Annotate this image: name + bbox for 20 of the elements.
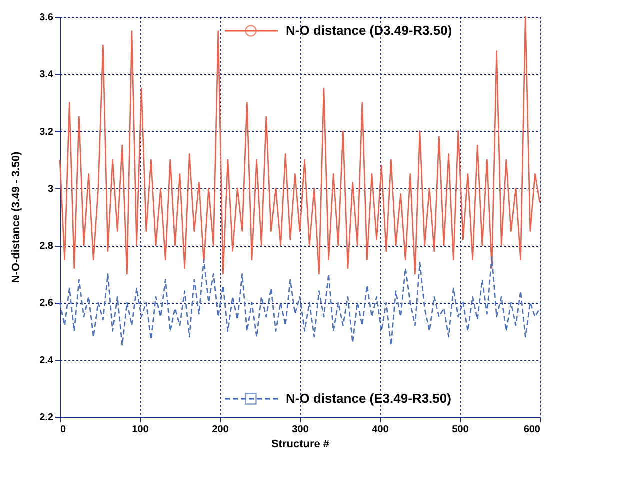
- x-axis-title: Structure #: [271, 438, 330, 450]
- y-tick-label: 2.4: [40, 355, 54, 366]
- legend-label: N-O distance (E3.49-R3.50): [286, 391, 452, 406]
- x-tick-label: 300: [292, 424, 310, 436]
- x-tick-label: 100: [132, 424, 150, 436]
- legend-label: N-O distance (D3.49-R3.50): [286, 23, 452, 38]
- line-series: [59, 256, 541, 346]
- x-tick-label: 0: [60, 424, 66, 436]
- x-tick-label: 200: [212, 424, 230, 436]
- y-tick-label: 3: [48, 184, 54, 195]
- y-tick-label: 2.8: [40, 241, 54, 252]
- y-tick-label: 3.6: [40, 12, 54, 24]
- y-tick-label: 3.2: [40, 126, 54, 138]
- y-tick-label: 2.2: [40, 412, 54, 424]
- y-tick-label: 2.6: [40, 298, 54, 310]
- y-tick-label: 3.4: [40, 70, 54, 81]
- x-tick-label: 400: [372, 424, 390, 436]
- x-tick-label: 500: [452, 424, 470, 436]
- y-axis-title: N-O-distance (3.49 - 3.50): [10, 151, 23, 284]
- x-tick-label: 600: [524, 424, 541, 436]
